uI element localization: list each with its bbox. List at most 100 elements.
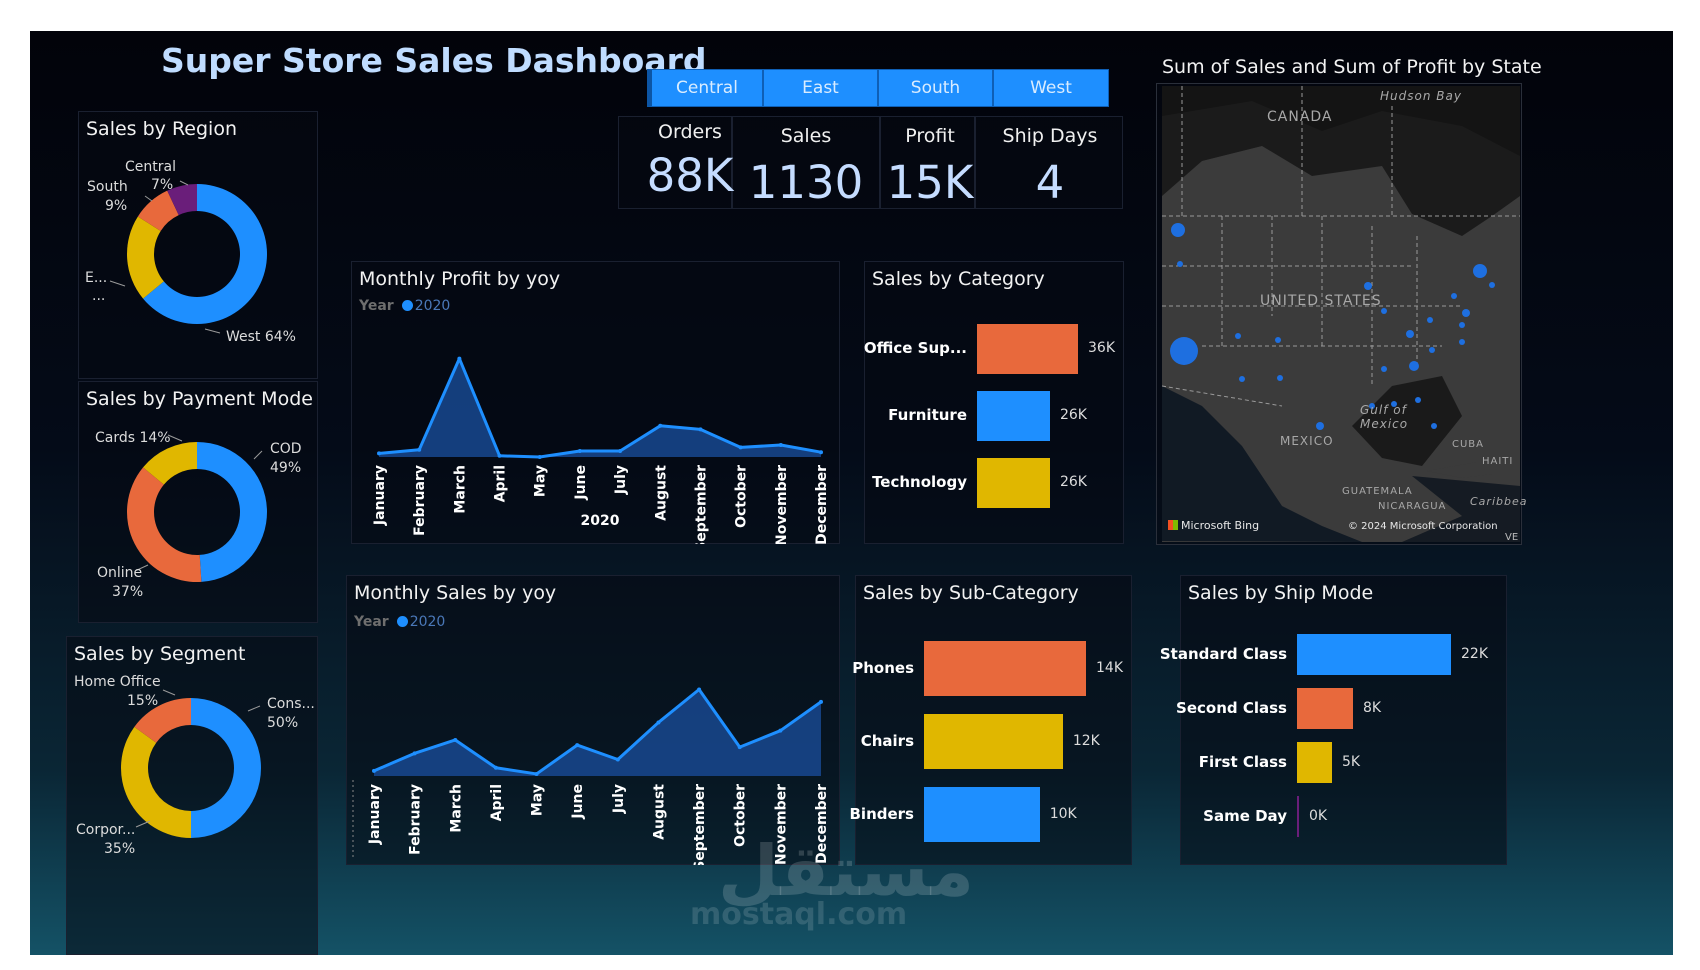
map-state-bubble[interactable] bbox=[1489, 282, 1495, 288]
map-state-bubble[interactable] bbox=[1429, 347, 1435, 353]
map-state-bubble[interactable] bbox=[1409, 361, 1419, 371]
donut-slice-online[interactable] bbox=[126, 467, 202, 582]
x-tick-march: March bbox=[448, 784, 464, 833]
donut-slice-e[interactable] bbox=[127, 216, 164, 299]
map-state-bubble[interactable] bbox=[1473, 264, 1487, 278]
map-ve-label: VE bbox=[1505, 532, 1519, 543]
data-point-september[interactable] bbox=[697, 687, 702, 692]
map-bing-logo: Microsoft Bing bbox=[1168, 519, 1259, 532]
map-state-bubble[interactable] bbox=[1316, 422, 1324, 430]
data-point-april[interactable] bbox=[493, 765, 498, 770]
data-point-january[interactable] bbox=[372, 768, 376, 773]
map-state-bubble[interactable] bbox=[1381, 366, 1387, 372]
bar-technology[interactable] bbox=[977, 458, 1050, 508]
bar-chairs[interactable] bbox=[924, 714, 1063, 769]
donut-slice-cards[interactable] bbox=[143, 442, 197, 485]
data-point-november[interactable] bbox=[778, 443, 783, 447]
bar-value-label: 14K bbox=[1096, 659, 1123, 676]
x-tick-april: April bbox=[489, 784, 505, 821]
bar-value-label: 5K bbox=[1342, 753, 1361, 770]
donut-slice-corpor[interactable] bbox=[121, 726, 191, 838]
map-state-bubble[interactable] bbox=[1364, 282, 1372, 290]
slicer-south[interactable]: South bbox=[878, 69, 993, 107]
map-state-bubble[interactable] bbox=[1170, 337, 1198, 365]
map-state-bubble[interactable] bbox=[1275, 337, 1281, 343]
data-point-january[interactable] bbox=[377, 451, 381, 456]
bar-value-label: 26K bbox=[1059, 474, 1087, 490]
data-point-march[interactable] bbox=[453, 737, 458, 742]
bar-same-day[interactable] bbox=[1297, 796, 1299, 837]
bar-furniture[interactable] bbox=[977, 391, 1050, 441]
map-state-bubble[interactable] bbox=[1171, 223, 1185, 237]
map-label-mexico: MEXICO bbox=[1280, 434, 1334, 448]
data-point-february[interactable] bbox=[417, 447, 422, 452]
data-point-march[interactable] bbox=[457, 356, 462, 361]
data-point-december[interactable] bbox=[819, 699, 823, 704]
map-visual[interactable] bbox=[1162, 86, 1520, 542]
slicer-east[interactable]: East bbox=[763, 69, 878, 107]
bar-second-class[interactable] bbox=[1297, 688, 1353, 729]
donut-leader-line bbox=[167, 434, 183, 442]
segment-label-home-office: Home Office bbox=[74, 674, 161, 690]
map-label-hudson-bay: Hudson Bay bbox=[1380, 89, 1462, 103]
map-state-bubble[interactable] bbox=[1431, 423, 1437, 429]
bar-value-label: 12K bbox=[1072, 732, 1100, 749]
map-state-bubble[interactable] bbox=[1235, 333, 1241, 339]
donut-slice-central[interactable] bbox=[167, 184, 197, 216]
bar-category-label: Phones bbox=[852, 658, 914, 677]
data-point-september[interactable] bbox=[698, 427, 703, 432]
bar-standard-class[interactable] bbox=[1297, 634, 1451, 675]
monthly-profit-panel: Monthly Profit by yoy Year 2020 bbox=[351, 261, 840, 544]
map-state-bubble[interactable] bbox=[1459, 322, 1465, 328]
bar-office-sup[interactable] bbox=[977, 324, 1078, 374]
bar-value-label: 0K bbox=[1309, 807, 1328, 824]
data-point-august[interactable] bbox=[658, 423, 663, 428]
data-point-june[interactable] bbox=[577, 449, 582, 453]
data-point-june[interactable] bbox=[575, 743, 580, 748]
slicer-west[interactable]: West bbox=[993, 69, 1109, 107]
data-point-november[interactable] bbox=[778, 728, 783, 733]
kpi-sales-label: Sales bbox=[780, 125, 832, 147]
map-state-bubble[interactable] bbox=[1462, 309, 1470, 317]
data-point-july[interactable] bbox=[618, 449, 623, 453]
data-point-february[interactable] bbox=[412, 751, 417, 756]
donut-slice-home-office[interactable] bbox=[134, 698, 191, 743]
donut-slice-cons[interactable] bbox=[191, 698, 261, 838]
data-point-october[interactable] bbox=[738, 445, 743, 450]
x-tick-november: November bbox=[774, 465, 790, 544]
donut-slice-south[interactable] bbox=[137, 190, 179, 231]
map-state-bubble[interactable] bbox=[1239, 376, 1245, 382]
payment-label-online: Online bbox=[97, 565, 143, 581]
map-state-bubble[interactable] bbox=[1381, 308, 1387, 314]
donut-leader-line bbox=[247, 705, 261, 712]
bar-phones[interactable] bbox=[924, 641, 1086, 696]
kpi-shipdays-card bbox=[975, 116, 1123, 209]
data-point-may[interactable] bbox=[534, 771, 539, 776]
map-state-bubble[interactable] bbox=[1415, 397, 1421, 403]
data-point-july[interactable] bbox=[615, 757, 620, 762]
donut-leader-line bbox=[253, 450, 263, 460]
payment-label-cards: Cards 14% bbox=[95, 430, 171, 446]
map-state-bubble[interactable] bbox=[1406, 330, 1414, 338]
data-point-april[interactable] bbox=[497, 453, 502, 458]
x-tick-february: February bbox=[408, 784, 424, 855]
data-point-december[interactable] bbox=[819, 450, 823, 455]
map-state-bubble[interactable] bbox=[1451, 293, 1457, 299]
bar-binders[interactable] bbox=[924, 787, 1040, 842]
x-tick-march: March bbox=[452, 465, 468, 514]
data-point-october[interactable] bbox=[737, 745, 742, 750]
map-state-bubble[interactable] bbox=[1177, 261, 1183, 267]
map-state-bubble[interactable] bbox=[1391, 401, 1397, 407]
donut-slice-cod[interactable] bbox=[197, 442, 268, 582]
bar-first-class[interactable] bbox=[1297, 742, 1332, 783]
data-point-august[interactable] bbox=[656, 720, 661, 725]
slicer-central[interactable]: Central bbox=[647, 69, 763, 107]
donut-charts bbox=[109, 180, 268, 838]
map-state-bubble[interactable] bbox=[1459, 339, 1465, 345]
donut-slice-west[interactable] bbox=[143, 184, 267, 324]
data-point-may[interactable] bbox=[537, 455, 542, 459]
map-state-bubble[interactable] bbox=[1369, 403, 1375, 409]
sales-by-region-panel: Sales by Region bbox=[78, 111, 318, 379]
map-state-bubble[interactable] bbox=[1427, 317, 1433, 323]
map-state-bubble[interactable] bbox=[1277, 375, 1283, 381]
